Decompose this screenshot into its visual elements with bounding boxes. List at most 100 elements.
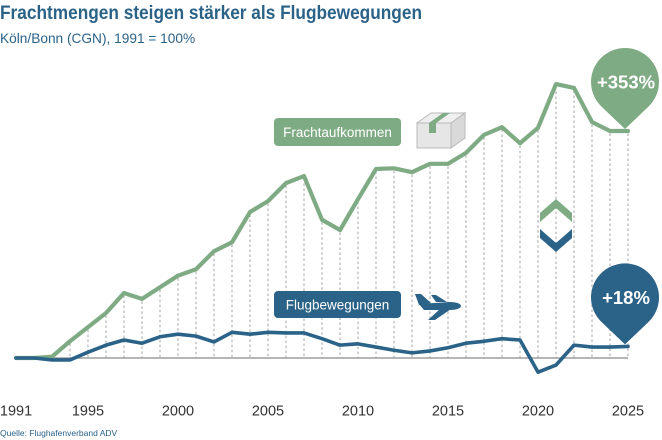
data-point-flugbewegungen xyxy=(248,332,252,336)
annotations: +353% +18% xyxy=(591,48,660,345)
data-point-flugbewegungen xyxy=(428,349,432,353)
airplane-icon-tail xyxy=(415,294,431,305)
data-point-frachtaufkommen xyxy=(266,199,270,203)
data-point-flugbewegungen xyxy=(410,351,414,355)
legend-label-frachtaufkommen: Frachtaufkommen xyxy=(283,125,392,140)
annotation-pin-flugbewegungen xyxy=(591,263,660,345)
airplane-icon-far-wing xyxy=(431,295,447,302)
data-point-flugbewegungen xyxy=(194,334,198,338)
data-point-flugbewegungen xyxy=(230,330,234,334)
data-point-flugbewegungen xyxy=(626,344,630,348)
data-point-flugbewegungen xyxy=(482,339,486,343)
data-point-frachtaufkommen xyxy=(122,291,126,295)
data-point-frachtaufkommen xyxy=(608,129,612,133)
data-point-flugbewegungen xyxy=(104,343,108,347)
data-point-frachtaufkommen xyxy=(500,125,504,129)
legend-label-flugbewegungen: Flugbewegungen xyxy=(286,298,390,313)
data-point-frachtaufkommen xyxy=(176,274,180,278)
data-point-flugbewegungen xyxy=(338,343,342,347)
legend-item-frachtaufkommen: Frachtaufkommen xyxy=(274,118,401,146)
data-point-flugbewegungen xyxy=(14,356,18,360)
x-tick-label: 1991 xyxy=(0,404,32,420)
data-point-flugbewegungen xyxy=(32,356,36,360)
chart-title: Frachtmengen steigen stärker als Flugbew… xyxy=(0,3,422,24)
data-point-frachtaufkommen xyxy=(554,82,558,86)
data-point-frachtaufkommen xyxy=(428,162,432,166)
data-point-frachtaufkommen xyxy=(356,197,360,201)
package-icon-tape-top xyxy=(429,113,450,123)
data-point-flugbewegungen xyxy=(356,342,360,346)
data-point-flugbewegungen xyxy=(392,348,396,352)
data-point-flugbewegungen xyxy=(140,341,144,345)
legend-item-flugbewegungen: Flugbewegungen xyxy=(274,291,401,318)
data-point-flugbewegungen xyxy=(464,341,468,345)
data-point-flugbewegungen xyxy=(536,370,540,374)
data-point-flugbewegungen xyxy=(284,331,288,335)
airplane-icon-fuselage xyxy=(419,302,461,310)
x-tick-label: 1995 xyxy=(72,404,104,420)
data-point-frachtaufkommen xyxy=(158,285,162,289)
data-point-flugbewegungen xyxy=(158,335,162,339)
data-point-flugbewegungen xyxy=(518,338,522,342)
data-point-flugbewegungen xyxy=(572,343,576,347)
x-tick-label: 2025 xyxy=(612,404,644,420)
legend-box-flugbewegungen xyxy=(274,291,401,318)
x-tick-label: 2015 xyxy=(432,404,464,420)
data-point-frachtaufkommen xyxy=(86,325,90,329)
data-point-frachtaufkommen xyxy=(302,174,306,178)
data-point-frachtaufkommen xyxy=(626,129,630,133)
grid-lines xyxy=(69,86,629,358)
data-point-frachtaufkommen xyxy=(284,181,288,185)
data-point-frachtaufkommen xyxy=(482,133,486,137)
data-point-flugbewegungen xyxy=(266,330,270,334)
data-point-flugbewegungen xyxy=(212,340,216,344)
data-point-flugbewegungen xyxy=(320,337,324,341)
annotation-frachtaufkommen: +353% xyxy=(591,48,660,130)
package-icon xyxy=(415,112,467,149)
data-point-frachtaufkommen xyxy=(392,166,396,170)
chart-subtitle: Köln/Bonn (CGN), 1991 = 100% xyxy=(0,31,195,46)
data-point-flugbewegungen xyxy=(590,345,594,349)
data-point-flugbewegungen xyxy=(176,332,180,336)
annotation-label-flugbewegungen: +18% xyxy=(602,287,650,308)
data-point-flugbewegungen xyxy=(374,345,378,349)
chevron-up-icon xyxy=(540,199,572,222)
annotation-pin-frachtaufkommen xyxy=(591,48,660,130)
data-point-frachtaufkommen xyxy=(590,120,594,124)
data-point-frachtaufkommen xyxy=(68,339,72,343)
data-point-flugbewegungen xyxy=(608,345,612,349)
data-point-frachtaufkommen xyxy=(248,210,252,214)
data-point-flugbewegungen xyxy=(122,338,126,342)
data-point-frachtaufkommen xyxy=(212,249,216,253)
data-point-frachtaufkommen xyxy=(50,355,54,359)
chevron-down-icon xyxy=(540,229,572,252)
data-point-frachtaufkommen xyxy=(140,297,144,301)
data-point-frachtaufkommen xyxy=(104,311,108,315)
x-tick-label: 2005 xyxy=(252,404,284,420)
data-point-frachtaufkommen xyxy=(338,228,342,232)
data-point-frachtaufkommen xyxy=(410,170,414,174)
package-icon-tape-front xyxy=(429,123,436,133)
data-point-flugbewegungen xyxy=(554,363,558,367)
data-point-frachtaufkommen xyxy=(518,141,522,145)
data-point-frachtaufkommen xyxy=(194,267,198,271)
x-tick-label: 2010 xyxy=(342,404,374,420)
data-point-flugbewegungen xyxy=(86,350,90,354)
data-point-frachtaufkommen xyxy=(572,86,576,90)
x-tick-label: 2000 xyxy=(162,404,194,420)
legend-box-frachtaufkommen xyxy=(274,118,401,146)
data-point-frachtaufkommen xyxy=(536,126,540,130)
data-point-frachtaufkommen xyxy=(464,151,468,155)
x-axis-ticks: 1991 1995 2000 2005 2010 2015 2020 2025 xyxy=(0,404,644,420)
data-point-frachtaufkommen xyxy=(446,162,450,166)
data-point-flugbewegungen xyxy=(302,331,306,335)
data-point-frachtaufkommen xyxy=(230,240,234,244)
data-point-frachtaufkommen xyxy=(374,167,378,171)
source-note: Quelle: Flughafenverband ADV xyxy=(0,428,118,438)
annotation-flugbewegungen: +18% xyxy=(591,263,660,345)
data-point-flugbewegungen xyxy=(500,337,504,341)
airplane-icon-near-wing xyxy=(428,309,451,320)
data-point-flugbewegungen xyxy=(68,358,72,362)
airplane-icon xyxy=(415,294,461,320)
